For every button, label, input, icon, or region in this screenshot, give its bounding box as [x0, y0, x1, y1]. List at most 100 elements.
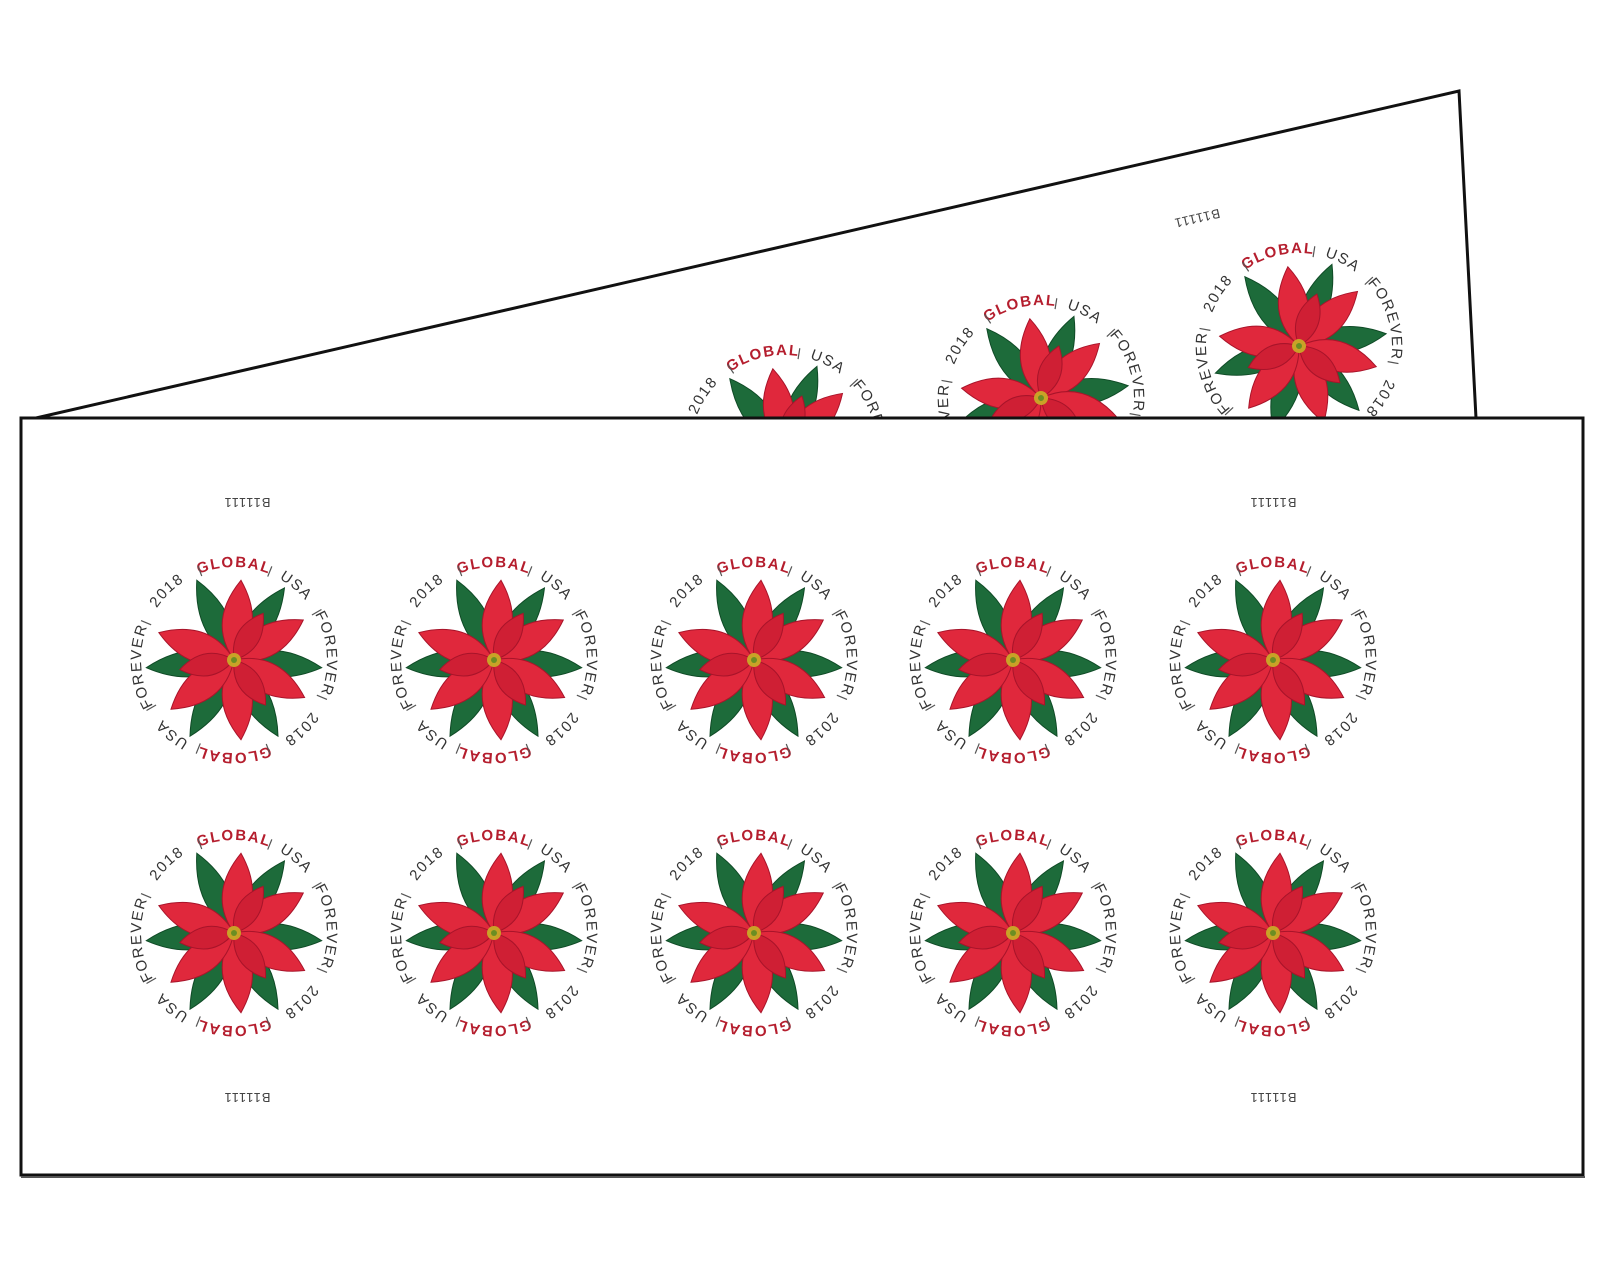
- separator: [1350, 608, 1361, 616]
- ring-text: GLOBAL: [455, 554, 533, 578]
- separator: [1236, 565, 1242, 577]
- separator: [974, 743, 980, 754]
- separator: [797, 348, 801, 360]
- separator: [976, 838, 982, 850]
- separator: [787, 839, 793, 850]
- separator: [267, 839, 273, 850]
- ring-text: GLOBAL: [195, 554, 273, 578]
- separator: [1046, 566, 1052, 577]
- separator: [919, 892, 931, 899]
- separator: [197, 565, 203, 577]
- separator: [715, 1016, 721, 1027]
- separator: [666, 977, 677, 985]
- separator: [455, 1016, 461, 1027]
- separator: [1355, 967, 1367, 974]
- separator: [571, 608, 582, 616]
- separator: [1306, 566, 1312, 577]
- separator: [1090, 608, 1101, 616]
- separator: [406, 704, 417, 712]
- ring-text: GLOBAL: [974, 827, 1052, 851]
- separator: [1095, 694, 1107, 701]
- ring-word: GLOBAL: [974, 827, 1053, 851]
- separator: [1350, 881, 1361, 889]
- separator: [717, 838, 723, 850]
- separator: [727, 363, 735, 374]
- separator: [984, 313, 992, 324]
- separator: [525, 1016, 531, 1028]
- ring-text: GLOBAL: [1234, 554, 1312, 578]
- separator: [195, 743, 201, 754]
- separator: [1234, 743, 1240, 754]
- ring-word: GLOBAL: [974, 554, 1053, 578]
- separator: [1355, 694, 1367, 701]
- separator: [1242, 261, 1250, 272]
- separator: [455, 743, 461, 754]
- separator: [1224, 406, 1234, 416]
- separator: [919, 619, 931, 626]
- separator: [197, 838, 203, 850]
- separator: [1044, 1016, 1050, 1028]
- plate-number: B11111: [1250, 495, 1297, 510]
- separator: [316, 694, 328, 701]
- separator: [1387, 361, 1399, 365]
- separator: [1046, 839, 1052, 850]
- ring-text: GLOBAL: [715, 554, 793, 578]
- ring-text: GLOBAL: [455, 827, 533, 851]
- separator: [1179, 892, 1191, 899]
- separator: [836, 967, 848, 974]
- separator: [666, 704, 677, 712]
- separator: [146, 704, 157, 712]
- separator: [660, 619, 672, 626]
- separator: [1185, 704, 1196, 712]
- separator: [265, 1016, 271, 1028]
- front-sheet: [19, 416, 1585, 1177]
- separator: [785, 743, 791, 755]
- separator: [1312, 246, 1316, 258]
- separator: [925, 977, 936, 985]
- separator: [785, 1016, 791, 1028]
- separator: [457, 838, 463, 850]
- ring-text: GLOBAL: [974, 554, 1052, 578]
- ring-word: GLOBAL: [1234, 827, 1313, 851]
- separator: [1364, 276, 1374, 286]
- front-stamps: GLOBAL USAFOREVER2018GLOBALUSAFOREVER2018…: [124, 495, 1383, 1105]
- separator: [146, 977, 157, 985]
- separator: [311, 881, 322, 889]
- separator: [849, 378, 859, 388]
- separator: [316, 967, 328, 974]
- separator: [1236, 838, 1242, 850]
- separator: [267, 566, 273, 577]
- separator: [140, 619, 152, 626]
- separator: [1234, 1016, 1240, 1027]
- ring-word: GLOBAL: [715, 554, 794, 578]
- separator: [400, 892, 412, 899]
- separator: [457, 565, 463, 577]
- ring-word: GLOBAL: [1234, 554, 1313, 578]
- ring-word: GLOBAL: [195, 827, 274, 851]
- separator: [787, 566, 793, 577]
- ring-word: GLOBAL: [195, 554, 274, 578]
- separator: [1199, 327, 1211, 331]
- separator: [1095, 967, 1107, 974]
- separator: [660, 892, 672, 899]
- separator: [1179, 619, 1191, 626]
- separator: [1054, 298, 1058, 310]
- separator: [527, 839, 533, 850]
- separator: [941, 379, 953, 383]
- ring-word: GLOBAL: [455, 554, 534, 578]
- ring-text: GLOBAL: [1234, 827, 1312, 851]
- separator: [400, 619, 412, 626]
- ring-word: GLOBAL: [455, 827, 534, 851]
- ring-text: GLOBAL: [715, 827, 793, 851]
- separator: [265, 743, 271, 755]
- ring-word: GLOBAL: [715, 827, 794, 851]
- separator: [1090, 881, 1101, 889]
- separator: [974, 1016, 980, 1027]
